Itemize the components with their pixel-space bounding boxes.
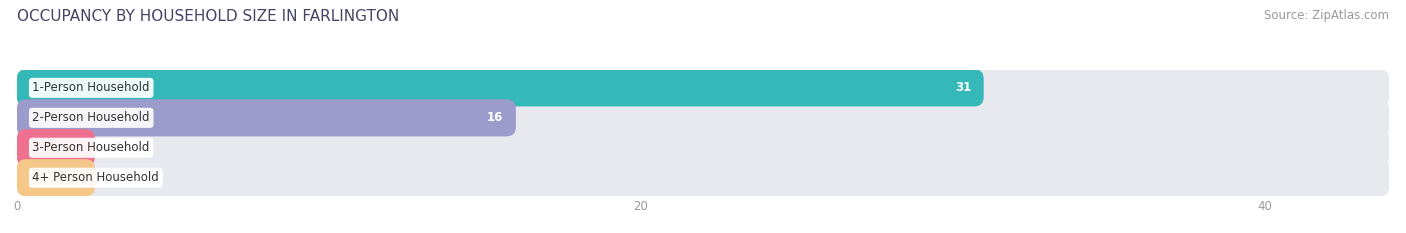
Text: 2-Person Household: 2-Person Household <box>32 111 150 124</box>
FancyBboxPatch shape <box>17 159 1389 196</box>
Text: 16: 16 <box>486 111 503 124</box>
Text: 1-Person Household: 1-Person Household <box>32 81 150 94</box>
Text: 3-Person Household: 3-Person Household <box>32 141 150 154</box>
FancyBboxPatch shape <box>17 99 1389 136</box>
FancyBboxPatch shape <box>17 129 1389 166</box>
Text: Source: ZipAtlas.com: Source: ZipAtlas.com <box>1264 9 1389 22</box>
Text: 31: 31 <box>955 81 972 94</box>
Text: OCCUPANCY BY HOUSEHOLD SIZE IN FARLINGTON: OCCUPANCY BY HOUSEHOLD SIZE IN FARLINGTO… <box>17 9 399 24</box>
Text: 0: 0 <box>114 171 121 184</box>
FancyBboxPatch shape <box>17 159 94 196</box>
FancyBboxPatch shape <box>17 69 984 106</box>
Text: 0: 0 <box>114 141 121 154</box>
FancyBboxPatch shape <box>17 69 1389 106</box>
FancyBboxPatch shape <box>17 129 94 166</box>
Text: 4+ Person Household: 4+ Person Household <box>32 171 159 184</box>
FancyBboxPatch shape <box>17 99 516 136</box>
